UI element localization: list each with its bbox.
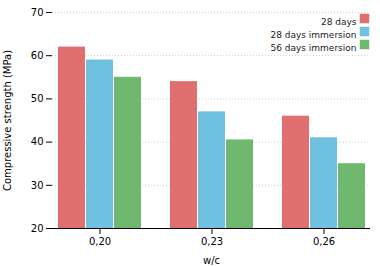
svg-text:70: 70 [31, 7, 44, 18]
svg-text:0,23: 0,23 [201, 236, 223, 247]
svg-text:28 days: 28 days [321, 17, 357, 27]
svg-text:28 days immersion: 28 days immersion [270, 30, 356, 40]
svg-text:56 days immersion: 56 days immersion [270, 43, 356, 53]
svg-text:50: 50 [31, 93, 44, 104]
svg-text:20: 20 [31, 223, 44, 234]
svg-text:w/c: w/c [203, 255, 220, 266]
svg-text:30: 30 [31, 180, 44, 191]
svg-text:0,26: 0,26 [313, 236, 335, 247]
svg-text:0,20: 0,20 [89, 236, 111, 247]
svg-text:Compressive strength (MPa): Compressive strength (MPa) [2, 50, 13, 191]
svg-text:60: 60 [31, 50, 44, 61]
svg-text:40: 40 [31, 136, 44, 147]
